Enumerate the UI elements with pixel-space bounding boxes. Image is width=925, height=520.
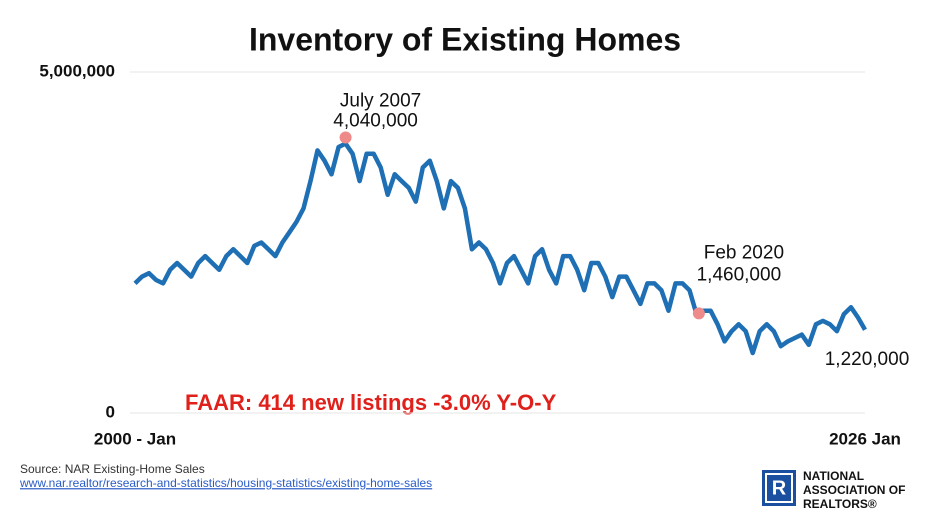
logo-box	[762, 470, 796, 506]
note: FAAR: 414 new listings -3.0% Y-O-Y	[185, 390, 557, 415]
annotation-label: 1,220,000	[825, 349, 910, 370]
x-tick-label: 2026 Jan	[829, 429, 901, 448]
logo-text: REALTORS®	[803, 497, 877, 511]
source: Source: NAR Existing-Home Sales	[20, 462, 205, 476]
line	[133, 141, 867, 356]
logo-text: NATIONAL	[803, 469, 864, 483]
y-tick-label: 5,000,000	[39, 61, 115, 80]
annotation-text: Feb 2020	[704, 242, 784, 263]
x-tick-label: 2000 - Jan	[94, 429, 176, 448]
annotation-label: 1,460,000	[697, 264, 782, 285]
chart-title: Inventory of Existing Homes	[249, 21, 681, 57]
annotation-dot	[692, 307, 705, 320]
annotation-text: July 2007	[340, 90, 421, 111]
source-link[interactable]: www.nar.realtor/research-and-statistics/…	[19, 476, 432, 490]
y-tick-label: 0	[106, 402, 115, 421]
logo-letter: R	[772, 477, 787, 499]
annotation-dot	[339, 131, 352, 144]
logo-text: ASSOCIATION OF	[803, 483, 905, 497]
annotation-label: 4,040,000	[333, 110, 418, 131]
logo-frame	[765, 473, 793, 503]
